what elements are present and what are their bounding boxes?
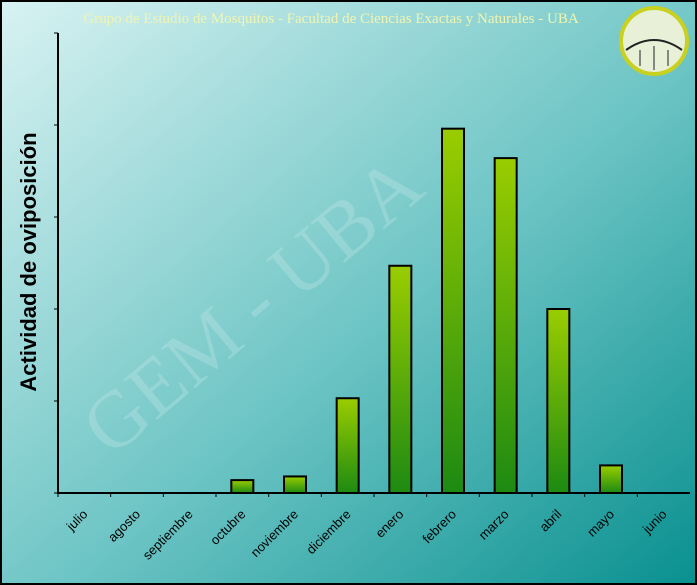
y-axis-label: Actividad de oviposición (16, 132, 41, 391)
bar (546, 308, 571, 494)
chart-title: Grupo de Estudio de Mosquitos - Facultad… (83, 11, 578, 27)
bar (230, 479, 255, 494)
bar (493, 157, 518, 494)
bar (388, 264, 413, 495)
bar (335, 397, 360, 494)
bar (283, 475, 307, 495)
bar (441, 127, 465, 494)
logo (619, 6, 689, 76)
bar (599, 464, 623, 494)
